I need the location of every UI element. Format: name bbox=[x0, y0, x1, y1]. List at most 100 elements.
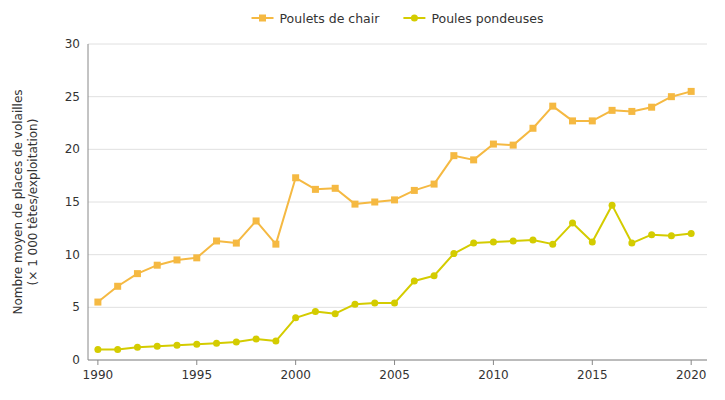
point bbox=[510, 237, 517, 244]
point bbox=[233, 240, 240, 247]
y-tick-label: 10 bbox=[65, 248, 80, 262]
point bbox=[569, 117, 576, 124]
point bbox=[490, 239, 497, 246]
point bbox=[371, 199, 378, 206]
point bbox=[628, 108, 635, 115]
y-axis-label: Nombre moyen de places de volailles(× 1 … bbox=[11, 89, 40, 314]
x-tick bbox=[196, 360, 197, 365]
point bbox=[154, 262, 161, 269]
x-tick bbox=[493, 360, 494, 365]
y-tick-label: 25 bbox=[65, 90, 80, 104]
series-line bbox=[98, 91, 691, 302]
point bbox=[648, 104, 655, 111]
point bbox=[154, 343, 161, 350]
point bbox=[450, 152, 457, 159]
x-tick-label: 2010 bbox=[478, 368, 509, 382]
point bbox=[391, 196, 398, 203]
point bbox=[253, 335, 260, 342]
x-tick bbox=[394, 360, 395, 365]
point bbox=[213, 237, 220, 244]
x-tick bbox=[592, 360, 593, 365]
y-tick-label: 5 bbox=[72, 300, 80, 314]
legend-label: Poulets de chair bbox=[280, 11, 381, 26]
point bbox=[628, 240, 635, 247]
point bbox=[549, 241, 556, 248]
point bbox=[114, 283, 121, 290]
series bbox=[94, 202, 694, 353]
y-axis-line bbox=[88, 44, 89, 360]
x-tick-label: 1995 bbox=[181, 368, 212, 382]
point bbox=[193, 341, 200, 348]
point bbox=[529, 236, 536, 243]
x-axis-line bbox=[88, 360, 707, 361]
point bbox=[549, 103, 556, 110]
point bbox=[688, 230, 695, 237]
point bbox=[589, 117, 596, 124]
point bbox=[351, 201, 358, 208]
point bbox=[609, 107, 616, 114]
x-tick-label: 2020 bbox=[676, 368, 707, 382]
grid-line bbox=[88, 149, 707, 150]
legend-swatch-marker bbox=[411, 15, 418, 22]
point bbox=[292, 174, 299, 181]
grid-line bbox=[88, 360, 707, 361]
x-tick-label: 2000 bbox=[280, 368, 311, 382]
point bbox=[332, 185, 339, 192]
point bbox=[312, 186, 319, 193]
plot-data bbox=[94, 88, 694, 353]
point bbox=[94, 346, 101, 353]
point bbox=[589, 239, 596, 246]
chart: 0510152025301990199520002005201020152020… bbox=[0, 0, 725, 400]
point bbox=[371, 300, 378, 307]
point bbox=[114, 346, 121, 353]
legend-item: Poules pondeuses bbox=[403, 11, 543, 26]
legend: Poulets de chair Poules pondeuses bbox=[252, 11, 544, 26]
grid-line bbox=[88, 254, 707, 255]
point bbox=[292, 314, 299, 321]
point bbox=[351, 301, 358, 308]
point bbox=[569, 220, 576, 227]
point bbox=[510, 142, 517, 149]
point bbox=[253, 217, 260, 224]
point bbox=[470, 156, 477, 163]
point bbox=[411, 187, 418, 194]
y-tick-label: 0 bbox=[72, 353, 80, 367]
grid-line bbox=[88, 307, 707, 308]
point bbox=[312, 308, 319, 315]
point bbox=[134, 270, 141, 277]
point bbox=[233, 339, 240, 346]
point bbox=[94, 299, 101, 306]
point bbox=[173, 342, 180, 349]
x-tick bbox=[97, 360, 98, 365]
legend-item: Poulets de chair bbox=[252, 11, 381, 26]
point bbox=[609, 202, 616, 209]
point bbox=[431, 272, 438, 279]
grid bbox=[88, 44, 707, 360]
y-axis-label-line: Nombre moyen de places de volailles bbox=[11, 89, 25, 314]
x-tick-label: 2005 bbox=[379, 368, 410, 382]
point bbox=[272, 241, 279, 248]
series bbox=[94, 88, 694, 306]
point bbox=[213, 340, 220, 347]
legend-swatch-marker bbox=[259, 15, 266, 22]
point bbox=[411, 278, 418, 285]
point bbox=[134, 344, 141, 351]
point bbox=[173, 256, 180, 263]
point bbox=[490, 141, 497, 148]
point bbox=[391, 300, 398, 307]
point bbox=[470, 240, 477, 247]
x-tick-label: 1990 bbox=[83, 368, 114, 382]
x-tick-label: 2015 bbox=[577, 368, 608, 382]
point bbox=[668, 93, 675, 100]
point bbox=[431, 181, 438, 188]
point bbox=[332, 310, 339, 317]
point bbox=[529, 125, 536, 132]
y-axis-label-line: (× 1 000 têtes/exploitation) bbox=[26, 119, 40, 286]
y-tick-label: 15 bbox=[65, 195, 80, 209]
legend-label: Poules pondeuses bbox=[431, 11, 543, 26]
grid-line bbox=[88, 44, 707, 45]
x-tick bbox=[295, 360, 296, 365]
y-tick-label: 20 bbox=[65, 142, 80, 156]
grid-line bbox=[88, 96, 707, 97]
x-tick bbox=[691, 360, 692, 365]
